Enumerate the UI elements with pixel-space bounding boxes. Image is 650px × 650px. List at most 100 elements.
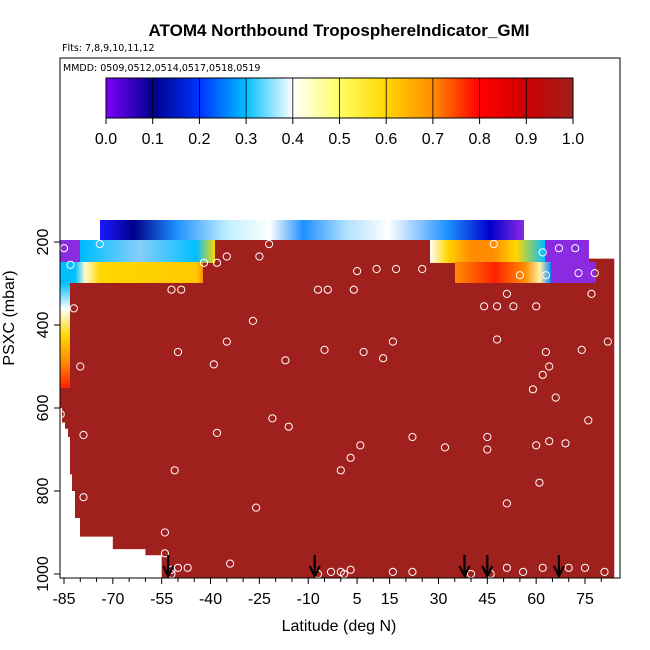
observation-point — [252, 503, 261, 512]
upper-band-left-purple — [60, 240, 80, 263]
x-tick-label: 75 — [576, 591, 594, 608]
observation-point — [226, 559, 235, 568]
observation-point — [336, 466, 345, 475]
observation-point — [493, 335, 502, 344]
observation-point — [60, 410, 65, 419]
x-axis: -85 -70 -55 -40 -25 -10 5 15 30 45 60 75 — [52, 578, 602, 608]
observation-point — [502, 289, 511, 298]
observation-point — [212, 258, 222, 267]
flight-arrow — [458, 555, 471, 579]
observation-point — [79, 430, 88, 440]
flight-arrow — [308, 555, 321, 579]
x-tick-label: 15 — [381, 591, 399, 608]
observation-point — [160, 528, 169, 537]
colorbar-tick-label: 0.7 — [422, 131, 444, 148]
flight-arrow — [552, 555, 565, 579]
observation-point — [349, 285, 358, 294]
chart-title: ATOM4 Northbound TroposphereIndicator_GM… — [149, 21, 530, 40]
observation-point — [509, 302, 518, 311]
observation-point — [574, 269, 583, 278]
observation-point — [532, 302, 541, 311]
x-tick-label: -70 — [101, 591, 124, 608]
flight-arrows — [162, 555, 565, 579]
dates-subtitle: MMDD: 0509,0512,0514,0517,0518,0519 — [63, 63, 260, 74]
flight-arrow — [481, 555, 494, 579]
y-tick-label: 800 — [35, 478, 52, 505]
observation-point — [408, 567, 417, 577]
observation-point — [79, 493, 88, 502]
observation-point — [199, 258, 209, 267]
observation-point — [392, 264, 401, 274]
colorbar-tick-label: 0.3 — [235, 131, 257, 148]
observation-point — [170, 466, 179, 475]
observation-point — [545, 437, 554, 446]
colorbar-tick-label: 0.4 — [282, 131, 304, 148]
observation-point — [541, 347, 551, 357]
colorbar-tick-label: 0.0 — [95, 131, 117, 148]
observation-point — [222, 337, 231, 346]
colorbar: 0.0 0.1 0.2 0.3 0.4 0.5 0.6 0.7 0.8 0.9 1.0 — [95, 77, 584, 148]
observation-point — [255, 252, 264, 261]
observation-point — [281, 356, 290, 365]
observation-point — [346, 565, 355, 574]
observation-point — [372, 264, 381, 274]
observation-point — [268, 414, 277, 423]
observation-point — [418, 264, 427, 274]
observation-point — [554, 244, 564, 253]
observation-point — [561, 439, 570, 448]
observation-point — [346, 453, 355, 462]
x-axis-label: Latitude (deg N) — [282, 618, 397, 635]
observation-point — [323, 285, 332, 294]
left-edge-gradient — [60, 283, 70, 388]
mid-band-right — [455, 262, 555, 283]
y-tick-label: 600 — [35, 395, 52, 422]
observation-point — [359, 347, 368, 357]
x-tick-label: -40 — [199, 591, 222, 608]
observation-point — [564, 563, 573, 572]
observation-point — [571, 244, 580, 253]
observation-point — [515, 271, 525, 280]
mid-band-left-edge — [60, 262, 75, 283]
colorbar-tick-label: 1.0 — [562, 131, 584, 148]
observation-point — [173, 347, 183, 357]
upper-band-right — [545, 240, 589, 263]
colorbar-ticks: 0.0 0.1 0.2 0.3 0.4 0.5 0.6 0.7 0.8 0.9 1.0 — [95, 78, 584, 148]
observation-point — [502, 563, 511, 572]
y-tick-label: 200 — [35, 229, 52, 256]
x-tick-label: 30 — [430, 591, 448, 608]
observation-point — [408, 432, 417, 442]
observation-point — [489, 240, 498, 249]
observation-point — [379, 354, 388, 363]
colorbar-tick-label: 0.9 — [515, 131, 537, 148]
observation-point — [388, 567, 397, 577]
observation-point — [440, 443, 450, 452]
y-tick-label: 1000 — [35, 556, 52, 592]
colorbar-tick-label: 0.8 — [468, 131, 490, 148]
observation-point — [541, 271, 551, 280]
x-tick-label: 60 — [527, 591, 545, 608]
observation-point — [535, 478, 544, 487]
observation-point — [538, 563, 547, 572]
observation-point — [545, 362, 554, 371]
observation-point — [532, 441, 541, 450]
observation-point — [538, 248, 547, 257]
observation-point — [76, 362, 85, 371]
observation-point — [388, 337, 397, 346]
plot-frame — [59, 57, 621, 579]
upper-band-transition — [430, 240, 545, 263]
mid-band-right-purple — [552, 262, 596, 283]
colorbar-tick-label: 0.5 — [328, 131, 350, 148]
observation-point — [212, 428, 222, 437]
x-tick-label: -10 — [297, 591, 320, 608]
observation-point — [326, 567, 336, 577]
flight-arrow — [162, 555, 175, 579]
observation-point — [538, 370, 547, 379]
y-axis: 200 400 600 800 1000 — [35, 229, 60, 592]
y-tick-label: 400 — [35, 312, 52, 339]
observation-points — [60, 240, 612, 578]
observation-point — [177, 285, 186, 294]
x-tick-label: -85 — [52, 591, 75, 608]
observation-point — [320, 345, 329, 354]
observation-point — [183, 563, 192, 572]
observation-point — [590, 269, 599, 278]
